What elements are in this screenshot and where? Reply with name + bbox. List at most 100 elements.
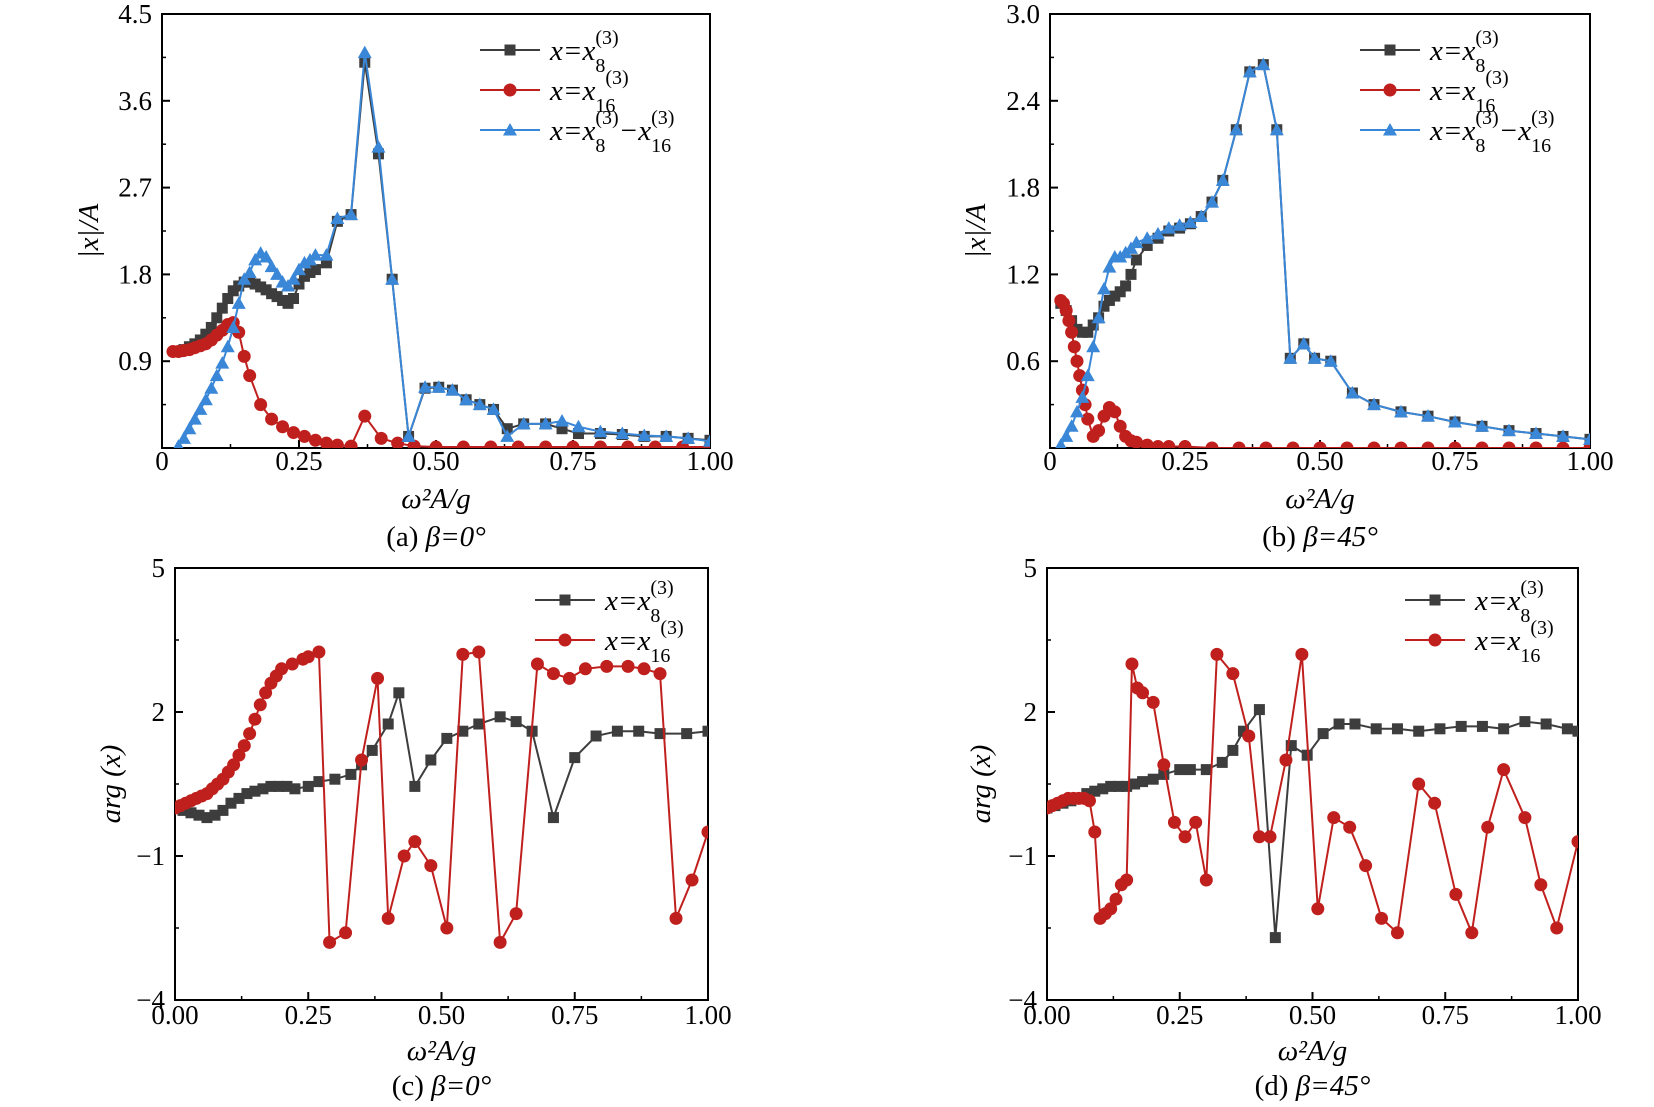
legend-marker: [559, 594, 571, 606]
data-point: [1367, 397, 1381, 411]
data-point: [297, 429, 311, 443]
y-axis-label: arg (x): [95, 745, 127, 824]
data-point: [344, 439, 358, 448]
data-point: [1059, 429, 1074, 442]
data-point: [1092, 424, 1106, 438]
data-point: [562, 671, 576, 685]
data-point: [1086, 339, 1101, 353]
legend: x=x8(3)x=x16(3)x=x8(3)−x16(3): [480, 27, 674, 157]
x-tick-label: 0.00: [151, 1000, 198, 1030]
legend-label: x=x16(3): [1474, 617, 1554, 667]
data-point: [1475, 441, 1489, 448]
data-point: [308, 248, 323, 261]
y-tick-label: 2: [152, 697, 166, 727]
data-point: [265, 412, 279, 426]
legend-label: x=x8(3)−x16(3): [1429, 107, 1554, 157]
data-point: [371, 671, 385, 685]
data-point: [187, 412, 202, 425]
legend: x=x8(3)x=x16(3): [1405, 577, 1554, 667]
data-point: [615, 426, 630, 440]
data-point: [323, 935, 337, 949]
x-tick-label: 0.75: [1422, 1000, 1469, 1030]
data-point: [1476, 720, 1488, 732]
data-point: [241, 788, 253, 800]
legend-marker: [1428, 633, 1442, 647]
data-point: [248, 252, 263, 266]
data-point: [1502, 423, 1516, 437]
data-point: [1343, 820, 1357, 834]
data-point: [275, 662, 289, 676]
data-point: [309, 264, 321, 276]
data-point: [1129, 435, 1143, 448]
x-tick-label: 0: [1043, 446, 1057, 476]
data-point: [1120, 873, 1134, 887]
data-point: [648, 440, 662, 448]
legend-label: x=x8(3): [549, 27, 619, 77]
data-point: [1215, 173, 1230, 186]
data-point: [1242, 64, 1257, 78]
panel-d: 0.00 0.25 0.50 0.75 1.00 −4 −1 2 5 ω²A/g arg (x) (d…: [965, 553, 1602, 1102]
data-point: [1367, 441, 1381, 448]
data-point: [217, 804, 229, 816]
data-point: [1583, 432, 1590, 445]
data-point: [1263, 830, 1277, 844]
data-point: [633, 725, 645, 737]
data-point: [1097, 281, 1111, 295]
data-point: [264, 259, 279, 273]
data-point: [555, 413, 570, 427]
data-point: [456, 647, 470, 661]
data-point: [225, 797, 237, 809]
x-axis-label: ω²A/g: [407, 1035, 476, 1067]
data-point: [1129, 778, 1141, 790]
data-point: [1502, 441, 1516, 448]
data-point: [1087, 319, 1099, 331]
data-point: [590, 730, 602, 742]
data-point: [1412, 777, 1426, 791]
y-tick-label: 2.7: [118, 173, 152, 203]
data-point: [1448, 441, 1462, 448]
data-point: [204, 381, 219, 394]
data-point: [1497, 763, 1511, 777]
data-point: [1162, 440, 1176, 448]
y-tick-label: 5: [152, 553, 166, 583]
data-point: [1323, 354, 1338, 367]
data-point: [431, 380, 446, 393]
data-point: [1359, 859, 1373, 873]
data-point: [243, 727, 257, 741]
y-axis-label: |x|/A: [960, 203, 992, 258]
data-point: [1229, 122, 1244, 136]
data-point: [253, 698, 267, 712]
data-point: [459, 392, 474, 406]
data-point: [381, 911, 395, 925]
data-point: [1269, 932, 1281, 944]
y-tick-label: 3.6: [118, 86, 152, 116]
data-point: [681, 431, 696, 444]
data-point: [237, 272, 252, 285]
y-tick-label: 5: [1024, 553, 1038, 583]
data-point: [216, 302, 228, 314]
data-point: [1114, 286, 1126, 298]
data-point: [1065, 325, 1079, 339]
legend-label: x=x8(3)−x16(3): [549, 107, 674, 157]
y-tick-label: 3.0: [1006, 0, 1040, 29]
data-point: [1571, 835, 1578, 849]
data-point: [237, 739, 251, 753]
data-point: [320, 257, 332, 269]
data-point: [1269, 122, 1284, 136]
data-point: [1183, 215, 1198, 228]
data-point: [1370, 723, 1382, 735]
data-point: [185, 807, 197, 819]
series-group: [1047, 647, 1578, 944]
data-point: [1157, 758, 1171, 772]
data-point: [273, 780, 285, 792]
data-point: [408, 835, 422, 849]
data-point: [1120, 280, 1132, 292]
data-point: [1104, 902, 1118, 916]
data-point: [1082, 326, 1094, 338]
series-group: [1054, 57, 1590, 448]
legend-marker: [503, 123, 517, 136]
data-point: [281, 278, 296, 292]
data-point: [1285, 740, 1297, 752]
x-tick-label: 0.00: [1023, 1000, 1070, 1030]
